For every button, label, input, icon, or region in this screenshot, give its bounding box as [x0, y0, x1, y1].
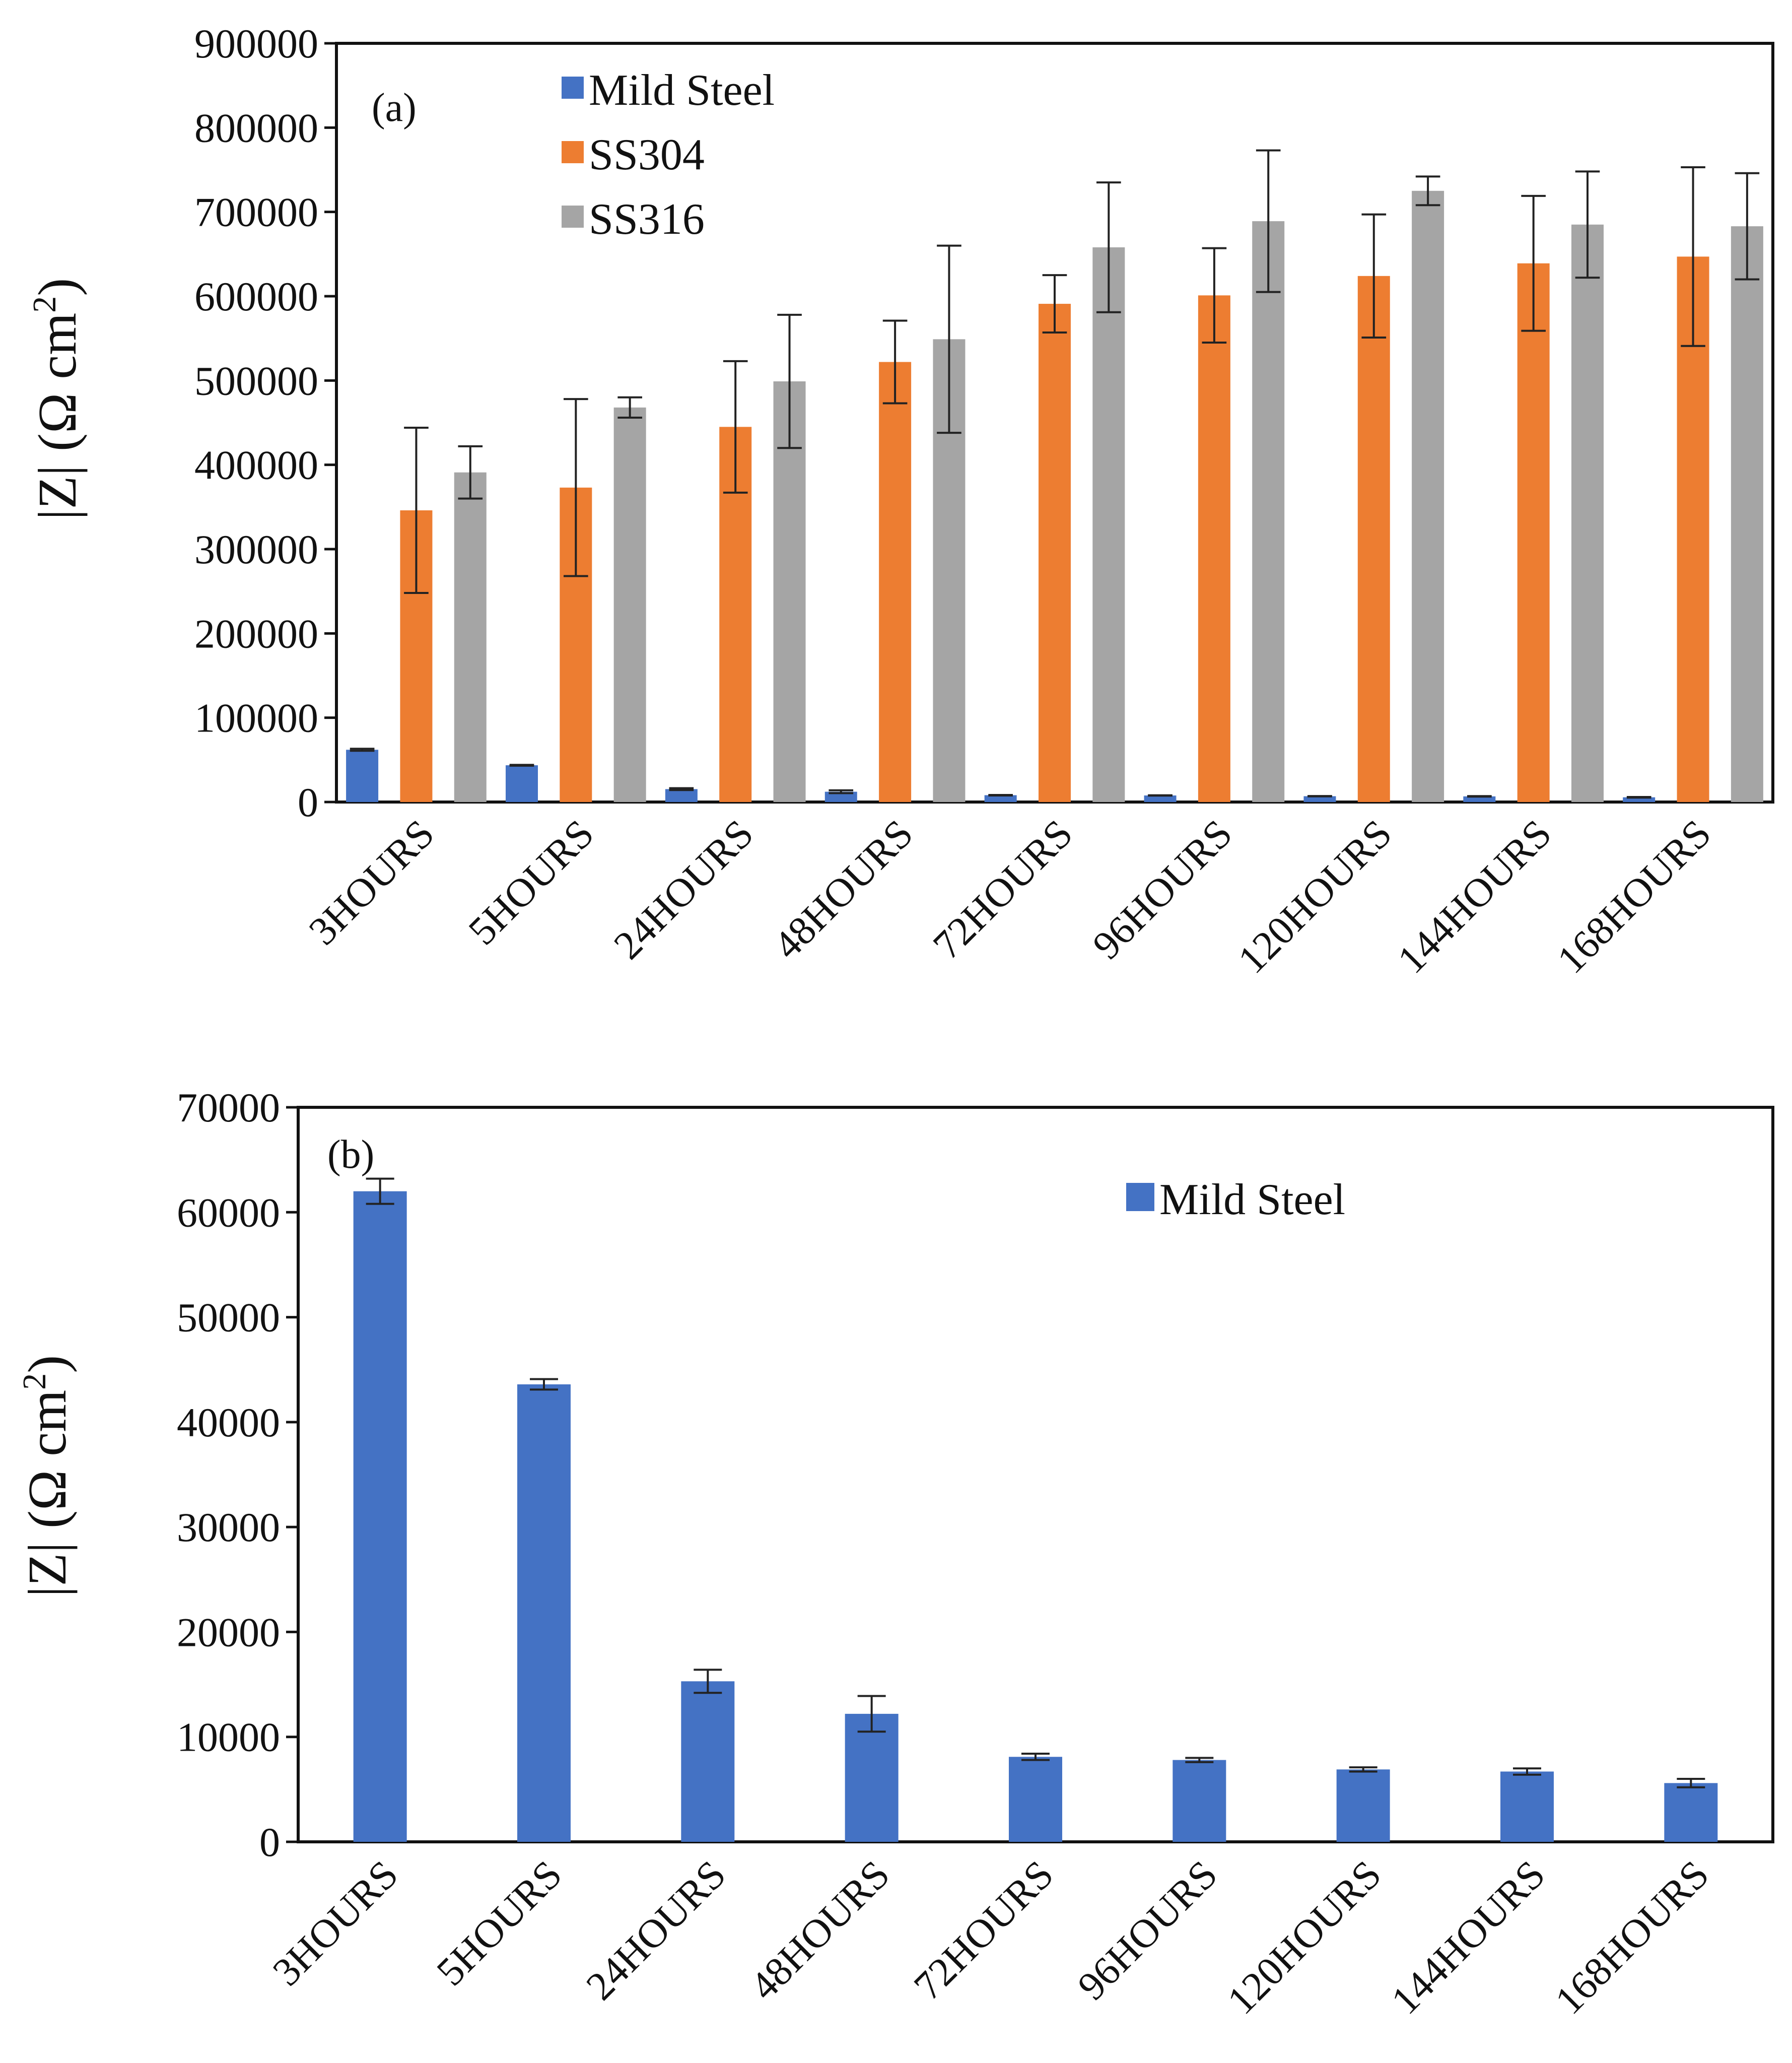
- bar-ss316-168hours: [1731, 226, 1763, 803]
- bar-ss304-96hours: [1198, 295, 1230, 802]
- y-tick-label: 0: [298, 779, 318, 825]
- legend-label: SS304: [589, 130, 705, 179]
- y-axis-title-main: |Z| (Ω cm: [18, 1390, 78, 1597]
- bar-mild-steel-96hours: [1144, 795, 1177, 802]
- y-tick-label: 800000: [194, 105, 318, 151]
- y-tick-label: 60000: [177, 1189, 280, 1235]
- y-tick-label: 100000: [194, 695, 318, 741]
- bar-mild-steel-5hours: [517, 1384, 571, 1842]
- legend-swatch-mild-steel: [562, 77, 584, 99]
- y-tick-label: 10000: [177, 1714, 280, 1760]
- bar-mild-steel-3hours: [353, 1191, 407, 1842]
- legend-swatch-ss304: [562, 141, 584, 163]
- legend-label: SS316: [589, 195, 705, 244]
- legend-label: Mild Steel: [1159, 1175, 1345, 1224]
- bar-mild-steel-120hours: [1336, 1769, 1390, 1842]
- y-axis-title-superscript: 2: [26, 296, 63, 313]
- y-tick-label: 200000: [194, 611, 318, 656]
- bar-mild-steel-72hours: [1009, 1757, 1062, 1842]
- legend-swatch-mild-steel: [1126, 1183, 1154, 1211]
- bar-ss304-72hours: [1039, 304, 1071, 802]
- bar-mild-steel-144hours: [1463, 796, 1496, 802]
- y-axis-title: |Z| (Ω cm2): [16, 1355, 78, 1597]
- y-axis-title-close: ): [28, 278, 88, 296]
- bar-mild-steel-144hours: [1500, 1771, 1554, 1842]
- bar-ss316-96hours: [1252, 221, 1285, 802]
- panel-label: (b): [327, 1133, 374, 1177]
- y-tick-label: 500000: [194, 358, 318, 404]
- y-tick-label: 50000: [177, 1295, 280, 1341]
- y-tick-label: 0: [259, 1819, 280, 1865]
- y-tick-label: 20000: [177, 1609, 280, 1655]
- y-axis-title-main: |Z| (Ω cm: [28, 313, 88, 520]
- bar-mild-steel-5hours: [506, 765, 538, 802]
- bar-ss316-5hours: [613, 407, 646, 802]
- bar-ss304-168hours: [1677, 256, 1709, 803]
- bar-ss316-120hours: [1412, 190, 1444, 802]
- y-tick-label: 600000: [194, 274, 318, 319]
- bar-ss304-48hours: [879, 362, 912, 802]
- y-axis-title: |Z| (Ω cm2): [26, 278, 88, 520]
- y-tick-label: 700000: [194, 189, 318, 235]
- bar-mild-steel-24hours: [681, 1681, 735, 1842]
- y-tick-label: 400000: [194, 442, 318, 488]
- y-axis-title-superscript: 2: [16, 1373, 53, 1390]
- bar-mild-steel-48hours: [845, 1713, 899, 1842]
- bar-mild-steel-3hours: [346, 750, 379, 802]
- panel-label: (a): [372, 86, 417, 130]
- bar-mild-steel-48hours: [824, 791, 857, 802]
- bar-mild-steel-168hours: [1623, 797, 1656, 802]
- legend-label: Mild Steel: [589, 66, 775, 115]
- y-tick-label: 900000: [194, 21, 318, 66]
- bar-mild-steel-96hours: [1173, 1760, 1226, 1842]
- y-tick-label: 40000: [177, 1400, 280, 1445]
- y-tick-label: 300000: [194, 526, 318, 572]
- bar-ss316-144hours: [1571, 224, 1604, 803]
- y-tick-label: 70000: [177, 1085, 280, 1130]
- bar-ss304-144hours: [1517, 263, 1550, 802]
- bar-mild-steel-72hours: [984, 795, 1017, 802]
- legend-swatch-ss316: [562, 206, 584, 228]
- bar-ss304-120hours: [1357, 276, 1390, 802]
- bar-mild-steel-24hours: [665, 789, 698, 802]
- bar-mild-steel-168hours: [1664, 1783, 1718, 1842]
- bar-ss316-24hours: [773, 381, 806, 802]
- y-axis-title-close: ): [18, 1355, 78, 1373]
- bar-ss316-3hours: [454, 472, 487, 802]
- bar-mild-steel-120hours: [1303, 796, 1336, 802]
- y-tick-label: 30000: [177, 1504, 280, 1550]
- bar-ss316-72hours: [1092, 247, 1125, 802]
